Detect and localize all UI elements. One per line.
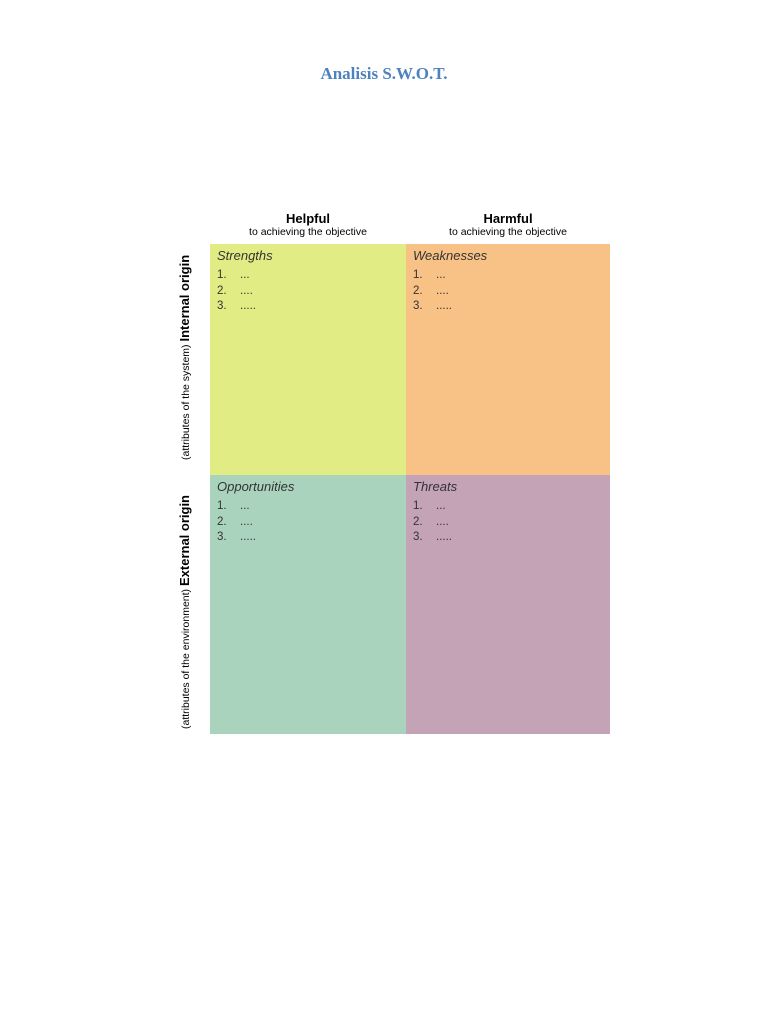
quadrant-title: Opportunities — [217, 479, 295, 494]
quadrant-strengths: Strengths 1.... 2..... 3...... — [210, 244, 406, 475]
list-item: 1.... — [217, 268, 399, 284]
page-title: Analisis S.W.O.T. — [320, 64, 448, 83]
quadrant-threats: Threats 1.... 2..... 3...... — [406, 475, 610, 734]
list-item-text: .... — [436, 515, 449, 528]
list-item-number: 1. — [413, 269, 423, 281]
list-item-number: 1. — [217, 269, 227, 281]
list-item-number: 1. — [217, 500, 227, 512]
list-item-number: 3. — [217, 300, 227, 312]
quadrant-weaknesses: Weaknesses 1.... 2..... 3...... — [406, 244, 610, 475]
column-header-sublabel: to achieving the objective — [249, 226, 367, 238]
list-item: 2..... — [217, 284, 399, 300]
list-item-number: 3. — [413, 300, 423, 312]
list-item-text: ... — [436, 269, 446, 281]
list-item: 2..... — [217, 515, 399, 531]
list-item-text: ... — [240, 269, 250, 281]
list-item: 3...... — [413, 299, 603, 315]
list-item-text: ..... — [436, 531, 452, 543]
list-item: 1.... — [413, 499, 603, 515]
list-item-number: 1. — [413, 500, 423, 512]
column-header-label: Harmful — [483, 211, 533, 226]
row-header-sublabel: (attributes of the environment) — [180, 586, 192, 730]
list-item-number: 2. — [217, 515, 227, 528]
list-item: 2..... — [413, 284, 603, 300]
list-item-text: .... — [436, 284, 449, 297]
row-header-external: (attributes of the environment) External… — [177, 494, 193, 730]
row-header-internal: (attributes of the system) Internal orig… — [177, 255, 193, 460]
list-item-number: 2. — [413, 284, 423, 297]
list-item: 2..... — [413, 515, 603, 531]
list-item-text: ... — [240, 500, 250, 512]
quadrant-list: 1.... 2..... 3...... — [217, 268, 399, 315]
list-item-number: 2. — [217, 284, 227, 297]
list-item: 3...... — [413, 530, 603, 546]
list-item-text: ..... — [240, 531, 256, 543]
list-item: 1.... — [413, 268, 603, 284]
column-header-sublabel: to achieving the objective — [449, 226, 567, 238]
column-header-label: Helpful — [285, 211, 331, 226]
list-item-text: ..... — [436, 300, 452, 312]
quadrant-title: Strengths — [217, 248, 273, 263]
row-header-label: Internal origin — [177, 254, 192, 342]
row-header-sublabel: (attributes of the system) — [180, 341, 192, 460]
quadrant-list: 1.... 2..... 3...... — [413, 268, 603, 315]
quadrant-list: 1.... 2..... 3...... — [413, 499, 603, 546]
column-header-helpful: Helpful to achieving the objective — [210, 211, 406, 239]
quadrant-list: 1.... 2..... 3...... — [217, 499, 399, 546]
list-item: 1.... — [217, 499, 399, 515]
column-header-harmful: Harmful to achieving the objective — [406, 211, 610, 239]
list-item-text: .... — [240, 284, 253, 297]
list-item-text: .... — [240, 515, 253, 528]
list-item-number: 3. — [217, 531, 227, 543]
quadrant-title: Weaknesses — [413, 248, 488, 263]
list-item: 3...... — [217, 530, 399, 546]
list-item-number: 3. — [413, 531, 423, 543]
list-item-text: ..... — [240, 300, 256, 312]
row-header-label: External origin — [177, 494, 192, 587]
list-item: 3...... — [217, 299, 399, 315]
quadrant-title: Threats — [413, 479, 458, 494]
quadrant-opportunities: Opportunities 1.... 2..... 3...... — [210, 475, 406, 734]
list-item-text: ... — [436, 500, 446, 512]
list-item-number: 2. — [413, 515, 423, 528]
